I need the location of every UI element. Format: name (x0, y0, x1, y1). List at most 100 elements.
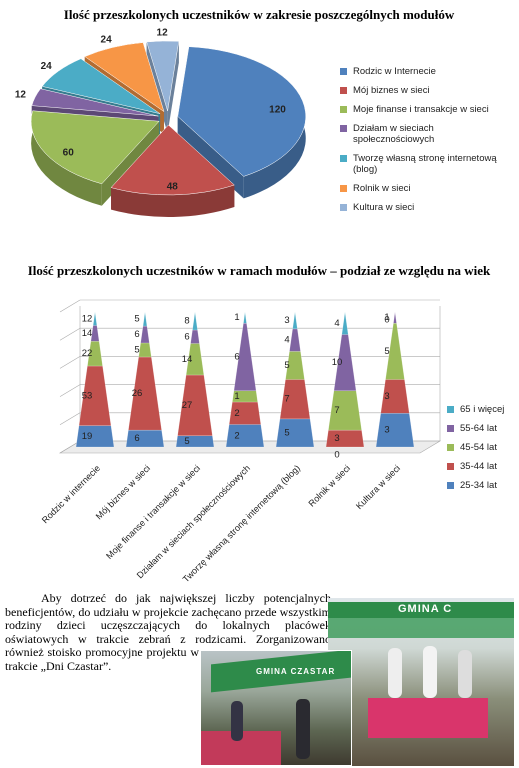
slice-wall (177, 116, 244, 199)
x-tick-label: Kultura w sieci (354, 463, 402, 511)
slice-wall (167, 41, 179, 134)
data-label: 2 (234, 408, 239, 419)
cone-segment (177, 374, 213, 436)
data-label: 8 (184, 316, 189, 327)
x-tick-label: Działam w sieciach społecznościowych (135, 463, 252, 580)
photo-sign: GMINA C (398, 603, 453, 615)
legend-swatch (447, 444, 454, 451)
legend-swatch (340, 204, 347, 211)
slice (84, 42, 165, 113)
data-label: 0 (384, 315, 389, 326)
pie-title: Ilość przeszkolonych uczestników w zakre… (64, 7, 455, 22)
data-label: 6 (134, 329, 139, 340)
cone-segment (75, 425, 115, 448)
wall-line (59, 327, 81, 341)
legend-swatch (340, 106, 347, 113)
legend-label: 65 i więcej (460, 404, 505, 415)
x-tick-label: Rodzic w internecie (40, 463, 102, 525)
data-label: 12 (157, 27, 169, 38)
legend-item: Działam w sieciach społecznościowych (340, 123, 515, 145)
cone-segment (138, 342, 152, 358)
data-label: 24 (101, 35, 113, 46)
legend-swatch (340, 87, 347, 94)
cone-segment (341, 311, 349, 335)
data-label: 0 (334, 450, 339, 461)
data-label: 7 (334, 405, 339, 416)
data-label: 5 (284, 427, 289, 438)
data-label: 22 (82, 348, 93, 359)
wall-line (59, 412, 81, 426)
data-label: 60 (63, 148, 75, 159)
cone-title: Ilość przeszkolonych uczestników w ramac… (28, 263, 491, 278)
legend-item: Tworzę własną stronę internetową (blog) (340, 153, 515, 175)
cone-segment (393, 311, 397, 324)
legend-swatch (340, 185, 347, 192)
data-label: 5 (134, 314, 139, 325)
x-tick-label: Tworzę własną stronę internetową (blog) (181, 463, 302, 584)
cone-segment (325, 429, 365, 448)
legend-swatch (340, 68, 347, 75)
x-tick-label: Moje finanse i transakcje w sieci (104, 463, 202, 561)
data-label: 19 (82, 431, 93, 442)
data-label: 3 (384, 425, 389, 436)
legend-label: 45-54 lat (460, 442, 497, 453)
legend-item: 55-64 lat (447, 423, 517, 434)
data-label: 1 (234, 312, 239, 323)
data-label: 12 (15, 89, 27, 100)
data-label: 5 (134, 344, 139, 355)
data-label: 14 (182, 354, 193, 365)
charts: Ilość przeszkolonych uczestników w zakre… (15, 7, 491, 584)
slice (31, 88, 159, 117)
pie-legend: Rodzic w Internecie Mój biznes w sieci Moj… (340, 66, 515, 221)
data-label: 1 (234, 391, 239, 402)
data-label: 53 (82, 390, 93, 401)
legend-label: 35-44 lat (460, 461, 497, 472)
legend-label: Mój biznes w sieci (353, 85, 430, 96)
data-label: 27 (182, 400, 193, 411)
data-label: 4 (284, 335, 289, 346)
legend-label: 55-64 lat (460, 423, 497, 434)
data-label: 12 (82, 313, 93, 324)
cone-segment (375, 413, 415, 448)
data-label: 3 (384, 391, 389, 402)
slice (41, 58, 161, 114)
paragraph-box: Aby dotrzeć do jak największej liczby po… (5, 591, 331, 748)
x-tick-label: Mój biznes w sieci (94, 463, 152, 521)
cone-segment (225, 424, 265, 448)
legend-item: 65 i więcej (447, 404, 517, 415)
data-label: 24 (41, 61, 53, 72)
slice (30, 110, 160, 185)
legend-swatch (447, 425, 454, 432)
data-label: 10 (332, 357, 343, 368)
data-label: 48 (167, 182, 179, 193)
data-label: 26 (132, 388, 143, 399)
legend-swatch (447, 482, 454, 489)
legend-label: Kultura w sieci (353, 202, 415, 213)
legend-swatch (340, 155, 347, 162)
legend-item: 45-54 lat (447, 442, 517, 453)
cone-segment (192, 311, 198, 331)
legend-label: Moje finanse i transakcje w sieci (353, 104, 489, 115)
cone-segment (142, 311, 148, 327)
data-label: 120 (269, 104, 286, 115)
cone-segment (228, 401, 262, 425)
wall-line (59, 299, 81, 313)
slice (110, 124, 235, 196)
slice (177, 46, 306, 177)
legend-label: Rodzic w Internecie (353, 66, 436, 77)
legend-label: Tworzę własną stronę internetową (blog) (353, 153, 497, 175)
cone-segment (333, 334, 357, 391)
data-label: 4 (334, 318, 339, 329)
photo-sign: GMINA CZASTAR (256, 667, 336, 676)
data-label: 14 (82, 328, 93, 339)
wall-line (59, 356, 81, 369)
data-label: 7 (284, 394, 289, 405)
legend-item: Rolnik w sieci (340, 183, 515, 194)
cone-segment (275, 418, 315, 448)
x-tick-label: Rolnik w sieci (306, 463, 352, 509)
data-label: 6 (134, 433, 139, 444)
slice-side (31, 110, 102, 206)
slice (146, 40, 180, 112)
slice-side (111, 184, 235, 217)
